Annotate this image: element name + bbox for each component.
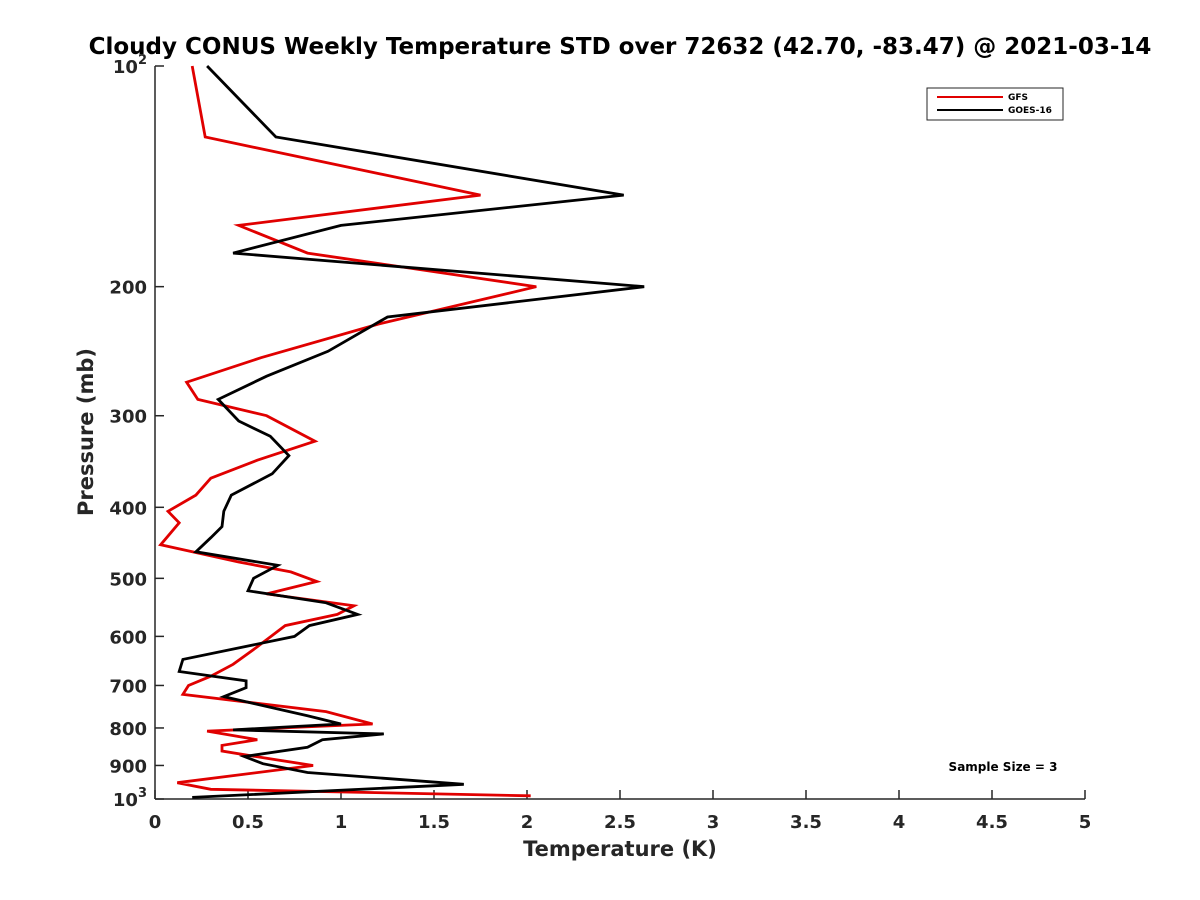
series-line-gfs (158, 65, 537, 798)
y-tick-label: 700 (109, 676, 147, 697)
x-tick-label: 1 (335, 812, 348, 833)
x-tick-label: 5 (1079, 812, 1092, 833)
legend: GFS GOES-16 (926, 87, 1064, 121)
x-tick-label: 4.5 (976, 812, 1008, 833)
x-axis-label: Temperature (K) (523, 837, 717, 861)
legend-label-goes16: GOES-16 (1008, 106, 1052, 116)
y-tick-label: 103 (113, 786, 147, 811)
x-tick-label: 0 (149, 812, 162, 833)
y-tick-label: 600 (109, 627, 147, 648)
series-group (158, 65, 645, 799)
y-tick-label: 900 (109, 756, 147, 777)
legend-label-gfs: GFS (1008, 93, 1028, 103)
y-tick-label: 200 (109, 278, 147, 299)
x-ticks: 0 0.5 1 1.5 2 2.5 3 3.5 4 4.5 5 (149, 790, 1092, 833)
x-tick-label: 1.5 (418, 812, 450, 833)
x-tick-label: 2.5 (604, 812, 636, 833)
x-tick-label: 0.5 (232, 812, 264, 833)
sample-size-annotation: Sample Size = 3 (949, 760, 1058, 774)
legend-box (926, 87, 1064, 121)
chart-title: Cloudy CONUS Weekly Temperature STD over… (89, 34, 1152, 60)
x-tick-label: 4 (893, 812, 906, 833)
y-axis-label: Pressure (mb) (74, 348, 98, 516)
y-tick-label: 800 (109, 719, 147, 740)
x-tick-label: 3.5 (790, 812, 822, 833)
series-line-goes-16 (177, 65, 645, 799)
x-tick-label: 2 (521, 812, 534, 833)
y-tick-label: 500 (109, 569, 147, 590)
y-tick-label: 400 (109, 498, 147, 519)
x-tick-label: 3 (707, 812, 720, 833)
y-ticks: 102 200 300 400 500 600 700 800 900 103 (109, 53, 164, 811)
y-tick-label: 300 (109, 407, 147, 428)
y-tick-label: 102 (113, 53, 147, 78)
